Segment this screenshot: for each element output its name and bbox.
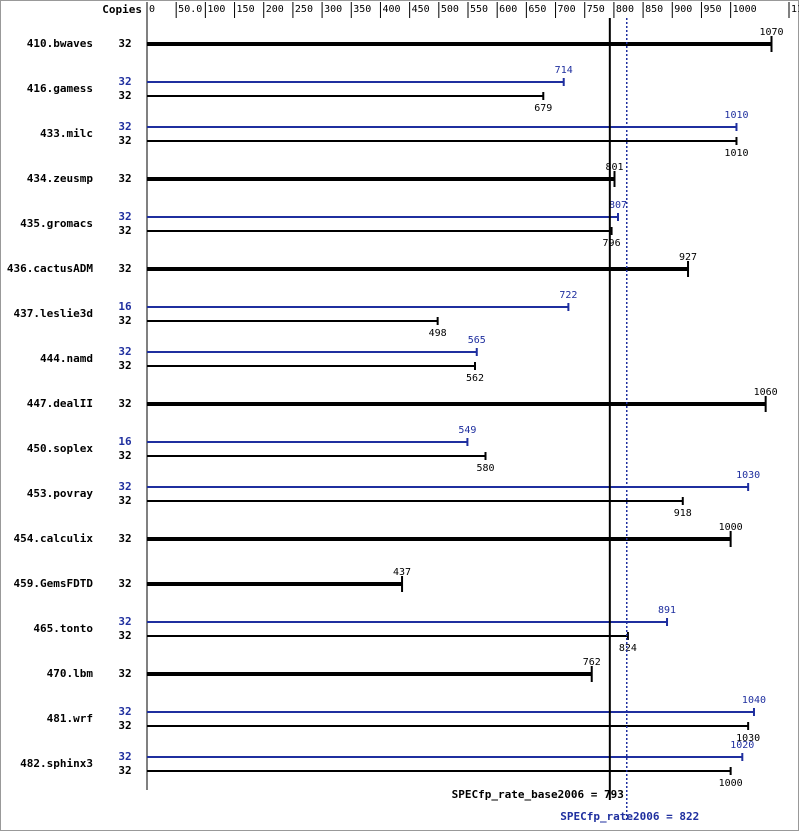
- benchmark-label: 459.GemsFDTD: [14, 577, 94, 590]
- reference-label: SPECfp_rate2006 = 822: [560, 810, 699, 823]
- copies: 32: [118, 750, 131, 763]
- x-tick-label: 500: [441, 4, 459, 15]
- copies: 32: [118, 172, 131, 185]
- value-label: 1000: [719, 522, 743, 533]
- value-label: 1030: [736, 733, 760, 744]
- value-label: 498: [429, 328, 447, 339]
- value-label: 801: [605, 162, 623, 173]
- copies: 32: [118, 449, 131, 462]
- value-label: 918: [674, 508, 692, 519]
- value-label: 437: [393, 567, 411, 578]
- benchmark-label: 482.sphinx3: [20, 757, 93, 770]
- benchmark-label: 453.povray: [27, 487, 94, 500]
- value-label: 562: [466, 373, 484, 384]
- x-tick-label: 550: [470, 4, 488, 15]
- benchmark-label: 434.zeusmp: [27, 172, 94, 185]
- benchmark-label: 433.milc: [40, 127, 93, 140]
- copies: 32: [118, 75, 131, 88]
- x-tick-label: 950: [703, 4, 721, 15]
- x-tick-label: 400: [382, 4, 400, 15]
- copies: 32: [118, 532, 131, 545]
- benchmark-label: 435.gromacs: [20, 217, 93, 230]
- x-tick-label: 1100: [791, 4, 799, 15]
- x-tick-label: 100: [207, 4, 225, 15]
- value-label: 1060: [754, 387, 778, 398]
- benchmark-label: 410.bwaves: [27, 37, 93, 50]
- value-label: 1000: [719, 778, 743, 789]
- value-label: 1020: [730, 740, 754, 751]
- value-label: 1040: [742, 695, 766, 706]
- x-tick-label: 800: [616, 4, 634, 15]
- copies: 16: [118, 300, 132, 313]
- copies: 32: [118, 764, 131, 777]
- x-tick-label: 750: [587, 4, 605, 15]
- copies: 16: [118, 435, 132, 448]
- x-tick-label: 50.0: [178, 4, 202, 15]
- benchmark-label: 470.lbm: [47, 667, 94, 680]
- copies: 32: [118, 134, 131, 147]
- value-label: 796: [603, 238, 621, 249]
- benchmark-label: 437.leslie3d: [14, 307, 93, 320]
- copies: 32: [118, 224, 131, 237]
- value-label: 1010: [724, 110, 748, 121]
- copies-header: Copies: [102, 3, 142, 16]
- benchmark-label: 444.namd: [40, 352, 93, 365]
- value-label: 565: [468, 335, 486, 346]
- copies: 32: [118, 480, 131, 493]
- copies: 32: [118, 397, 131, 410]
- value-label: 549: [458, 425, 476, 436]
- copies: 32: [118, 89, 131, 102]
- value-label: 1010: [724, 148, 748, 159]
- value-label: 824: [619, 643, 637, 654]
- copies: 32: [118, 667, 131, 680]
- benchmark-label: 481.wrf: [47, 712, 93, 725]
- copies: 32: [118, 494, 131, 507]
- benchmark-label: 450.soplex: [27, 442, 94, 455]
- benchmark-label: 454.calculix: [14, 532, 94, 545]
- copies: 32: [118, 629, 131, 642]
- x-tick-label: 0: [149, 4, 155, 15]
- x-tick-label: 600: [499, 4, 517, 15]
- copies: 32: [118, 210, 131, 223]
- value-label: 1070: [759, 27, 783, 38]
- copies: 32: [118, 615, 131, 628]
- copies: 32: [118, 262, 131, 275]
- value-label: 580: [476, 463, 494, 474]
- benchmark-label: 447.dealII: [27, 397, 93, 410]
- copies: 32: [118, 37, 131, 50]
- x-tick-label: 200: [266, 4, 284, 15]
- value-label: 714: [555, 65, 573, 76]
- benchmark-label: 465.tonto: [33, 622, 93, 635]
- copies: 32: [118, 345, 131, 358]
- value-label: 807: [609, 200, 627, 211]
- x-tick-label: 850: [645, 4, 663, 15]
- x-tick-label: 250: [295, 4, 313, 15]
- value-label: 762: [583, 657, 601, 668]
- value-label: 927: [679, 252, 697, 263]
- copies: 32: [118, 719, 131, 732]
- x-tick-label: 1000: [733, 4, 757, 15]
- x-tick-label: 150: [237, 4, 255, 15]
- x-tick-label: 900: [674, 4, 692, 15]
- benchmark-label: 436.cactusADM: [7, 262, 93, 275]
- copies: 32: [118, 359, 131, 372]
- value-label: 679: [534, 103, 552, 114]
- value-label: 1030: [736, 470, 760, 481]
- benchmark-label: 416.gamess: [27, 82, 93, 95]
- copies: 32: [118, 314, 131, 327]
- value-label: 722: [559, 290, 577, 301]
- x-tick-label: 700: [558, 4, 576, 15]
- copies: 32: [118, 705, 131, 718]
- copies: 32: [118, 577, 131, 590]
- x-tick-label: 350: [353, 4, 371, 15]
- copies: 32: [118, 120, 131, 133]
- reference-label: SPECfp_rate_base2006 = 793: [452, 788, 624, 801]
- x-tick-label: 450: [412, 4, 430, 15]
- x-tick-label: 650: [528, 4, 546, 15]
- x-tick-label: 300: [324, 4, 342, 15]
- value-label: 891: [658, 605, 676, 616]
